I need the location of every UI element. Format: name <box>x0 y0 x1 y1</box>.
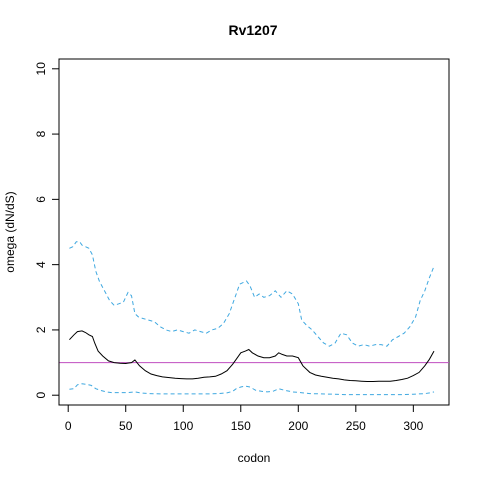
x-axis: 0 50 100 150 200 250 300 <box>65 404 424 433</box>
y-axis: 0 2 4 6 8 10 <box>34 62 60 399</box>
chart-title: Rv1207 <box>228 22 277 38</box>
series-line-0 <box>69 330 435 382</box>
plot-frame <box>58 58 450 406</box>
y-tick-label: 4 <box>34 261 48 268</box>
y-tick-label: 6 <box>34 196 48 203</box>
x-tick-label: 50 <box>119 419 133 433</box>
y-tick-label: 10 <box>34 62 48 76</box>
x-tick-label: 200 <box>288 419 308 433</box>
x-axis-label: codon <box>238 451 271 465</box>
series-line-dashed-2 <box>69 383 435 396</box>
x-tick-label: 100 <box>173 419 193 433</box>
plot-area <box>59 241 449 396</box>
x-tick-label: 250 <box>346 419 366 433</box>
y-tick-label: 8 <box>34 130 48 137</box>
x-tick-label: 0 <box>65 419 72 433</box>
y-axis-label: omega (dN/dS) <box>3 191 17 272</box>
series-line-dashed-1 <box>69 241 435 347</box>
y-tick-label: 2 <box>34 326 48 333</box>
x-tick-label: 150 <box>231 419 251 433</box>
x-tick-label: 300 <box>403 419 423 433</box>
y-tick-label: 0 <box>34 392 48 399</box>
